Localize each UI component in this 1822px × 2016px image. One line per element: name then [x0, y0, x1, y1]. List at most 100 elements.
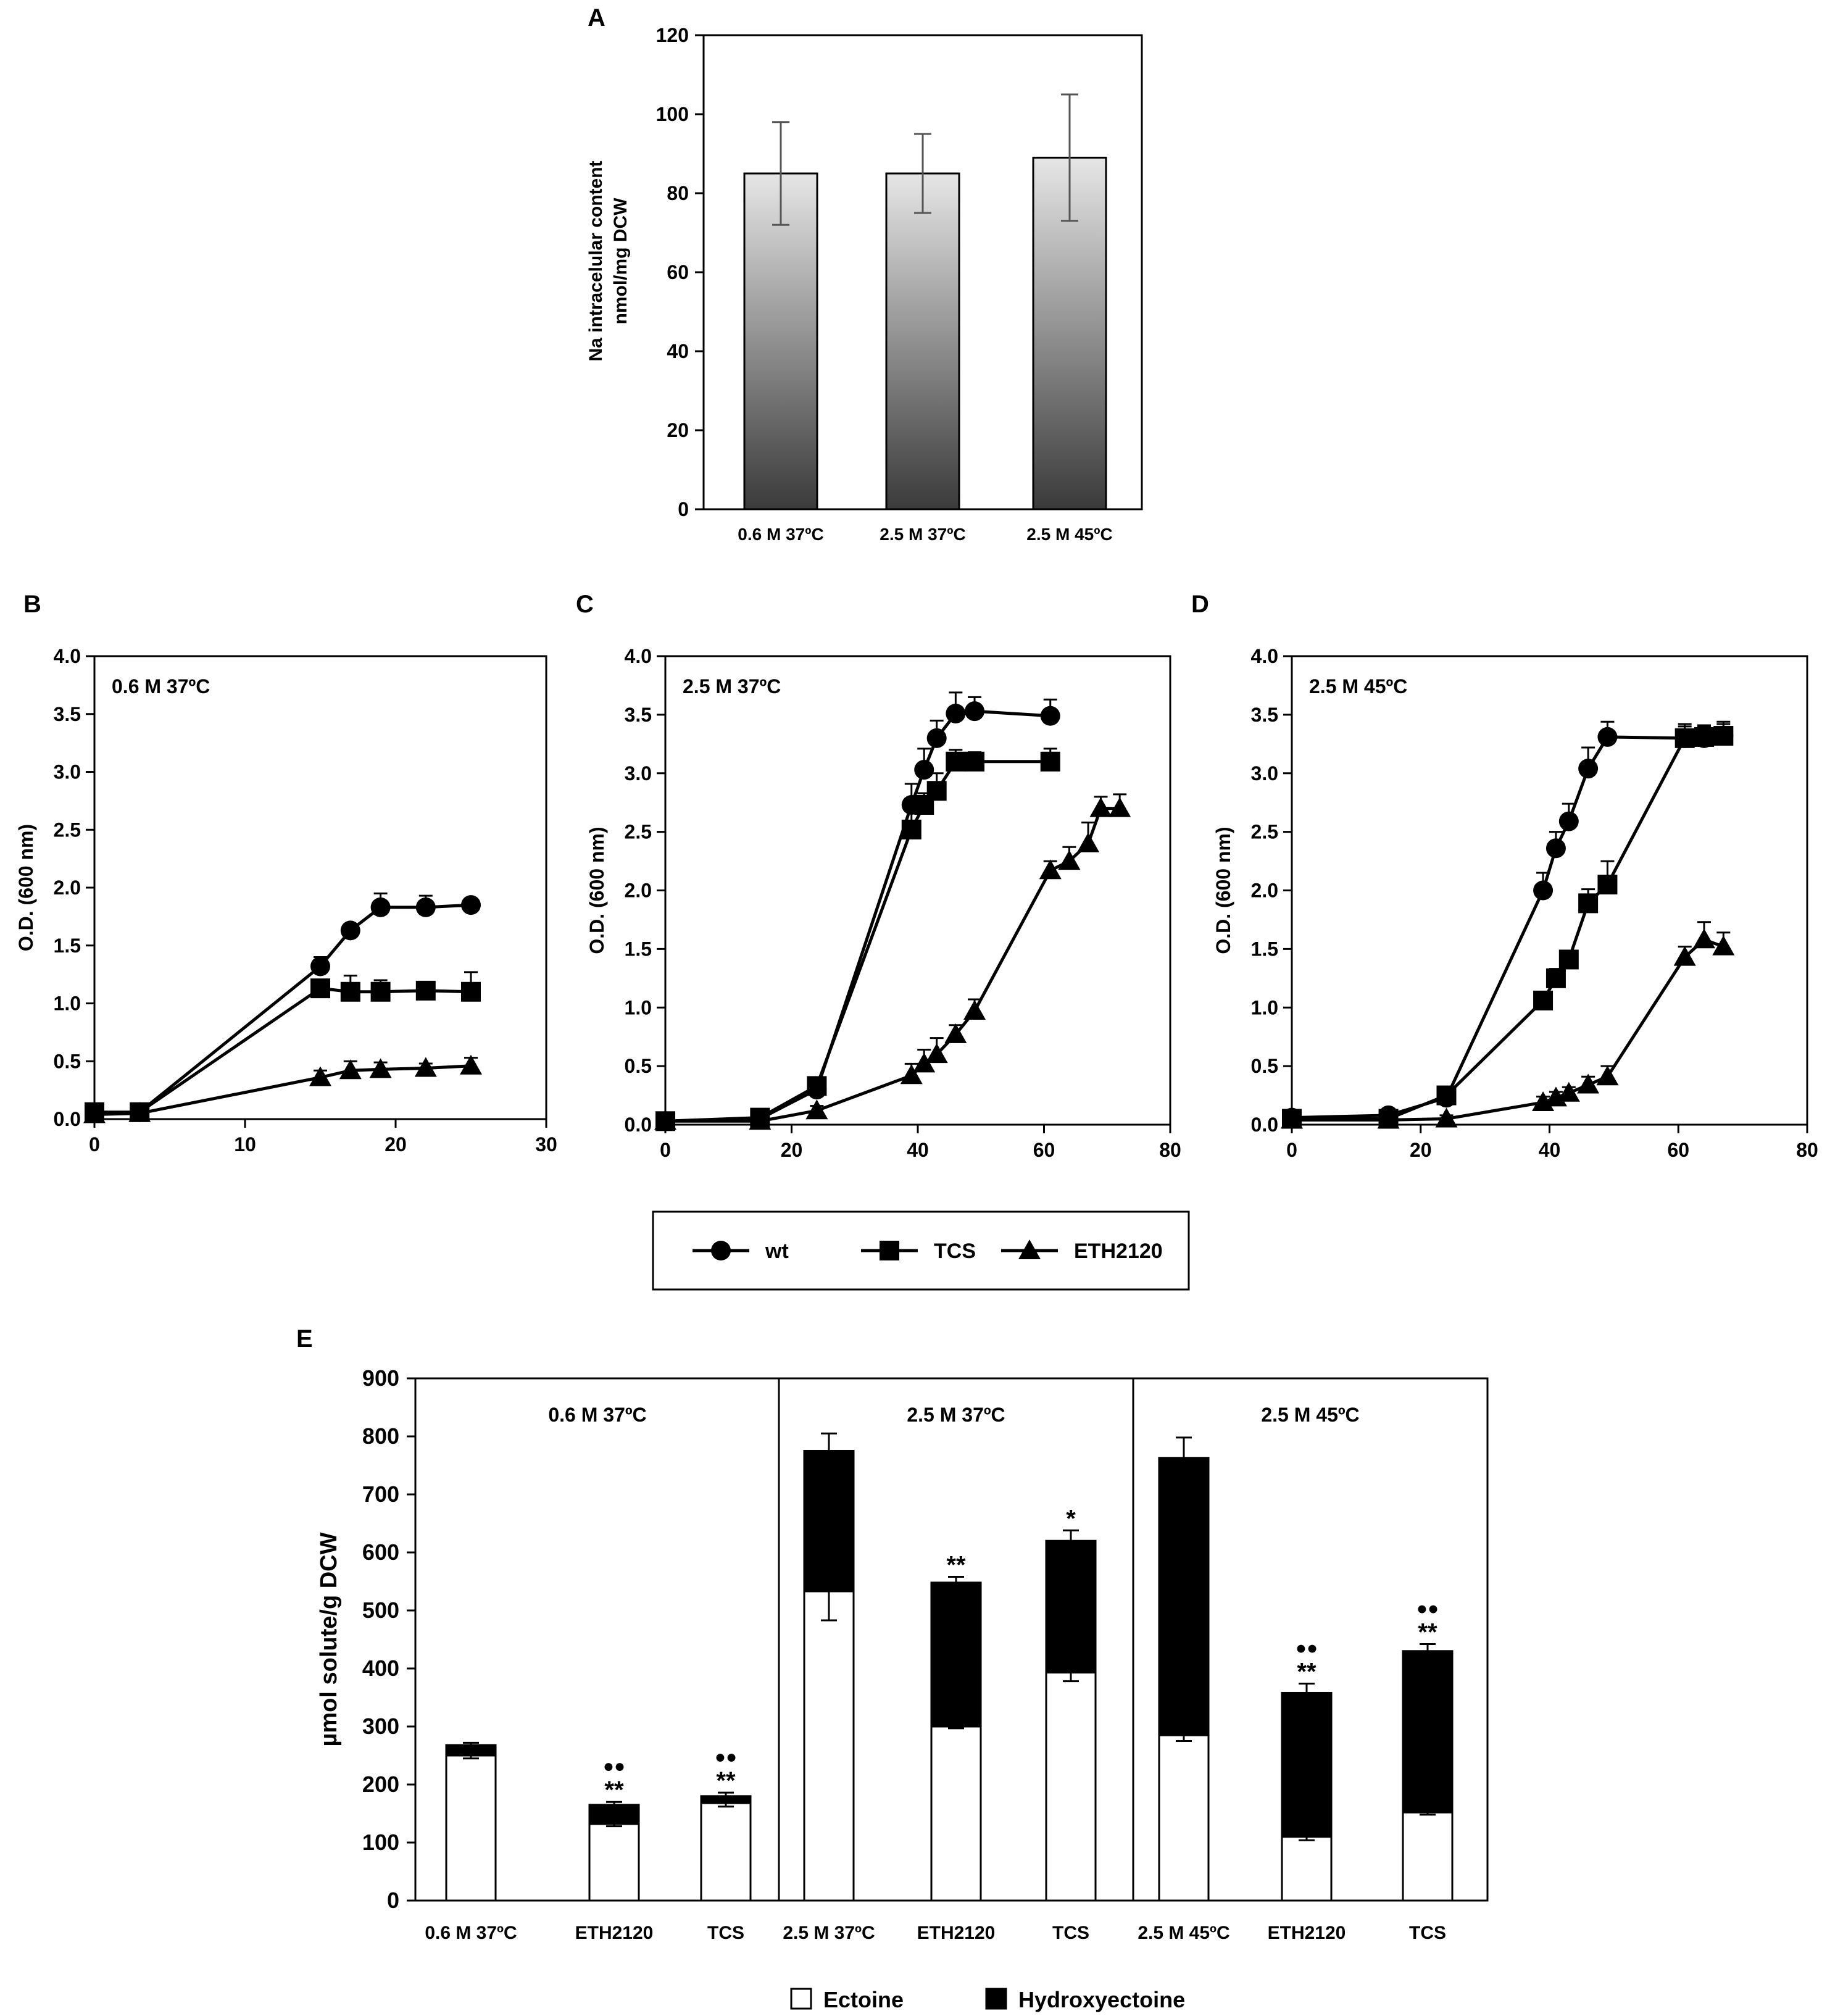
panel-b-chart: 0.0 0.5 1.0 1.5 2.0 2.5 3.0 3.5 4.0 0 10 20 30 O.D. (… — [15, 645, 557, 1156]
panel-a-ytick-label: 120 — [656, 24, 689, 46]
panel-e-bar-ectoine — [1281, 1836, 1333, 1902]
panel-e-category-label: 2.5 M 37ºC — [783, 1923, 875, 1943]
panel-e-bar-hydroxyectoine — [803, 1450, 855, 1593]
panel-e-bar-hydroxyectoine — [700, 1795, 752, 1804]
panel-c-plot-frame — [664, 655, 1171, 1126]
panel-d-ytick-label: 0.0 — [1251, 1114, 1278, 1136]
panel-c-point-eth2120 — [963, 999, 986, 1020]
legend-label-tcs: TCS — [934, 1239, 976, 1263]
panel-b-point-tcs — [415, 980, 436, 1001]
panel-d-point-tcs — [1545, 968, 1566, 988]
panel-c-xtick-label: 80 — [1159, 1139, 1181, 1161]
panel-e-ytick-label: 400 — [362, 1656, 399, 1681]
panel-a-ytick-label: 40 — [667, 340, 689, 362]
panel-e-significance-stars: ** — [716, 1767, 736, 1794]
legend-marker-eth2120 — [1018, 1239, 1041, 1259]
panel-d-point-tcs — [1694, 727, 1714, 747]
panel-c-ytick-label: 0.5 — [625, 1055, 652, 1077]
panel-b-point-wt — [415, 897, 436, 917]
panel-c-point-eth2120 — [913, 1052, 936, 1073]
panel-c-point-tcs — [965, 751, 985, 772]
panel-e-bar-ectoine — [1402, 1811, 1454, 1902]
panel-e-bar-ectoine — [803, 1590, 855, 1902]
panel-d-point-tcs — [1674, 728, 1695, 748]
panel-b-series-line-wt — [94, 903, 472, 1115]
panel-e-category-label: ETH2120 — [1268, 1923, 1346, 1943]
panel-d-ytick-label: 0.5 — [1251, 1055, 1278, 1077]
panel-c-chart: 0.0 0.5 1.0 1.5 2.0 2.5 3.0 3.5 4.0 0 20 40 60 80 O.D.… — [586, 645, 1181, 1161]
panel-b-series-line-eth2120 — [94, 1064, 472, 1116]
panel-b-point-wt — [340, 920, 360, 941]
panel-d-series-line-tcs — [1292, 734, 1724, 1121]
panel-e-ytick-label: 800 — [362, 1423, 399, 1449]
panel-a-ytick-label: 60 — [667, 261, 689, 283]
panel-e-group-title: 2.5 M 45ºC — [1261, 1404, 1359, 1426]
panel-d-series-line-wt — [1291, 734, 1724, 1120]
legend-swatch-hydroxyectoine — [985, 1988, 1007, 2010]
panel-e-category-label: TCS — [1052, 1923, 1089, 1943]
panel-e-significance-dots: ●● — [1416, 1599, 1439, 1619]
panel-d-point-wt — [1578, 759, 1599, 779]
panel-d-point-wt — [1597, 727, 1618, 747]
panel-b-point-tcs — [310, 978, 330, 999]
growth-legend-box — [652, 1210, 1190, 1291]
panel-c-point-wt — [1040, 706, 1060, 726]
panel-e-ytick-label: 100 — [362, 1830, 399, 1855]
panel-d-point-tcs — [1533, 990, 1554, 1010]
panel-d-ylabel: O.D. (600 nm) — [1212, 827, 1234, 954]
panel-b-xtick-label: 0 — [89, 1133, 100, 1156]
panel-e-significance-stars: ** — [946, 1551, 966, 1578]
panel-e-bar-ectoine — [1045, 1672, 1097, 1902]
panel-e-group-title: 2.5 M 37ºC — [907, 1404, 1005, 1426]
panel-e-category-label: ETH2120 — [575, 1923, 654, 1943]
panel-b-xtick-label: 30 — [535, 1133, 557, 1156]
panel-b-ytick-label: 2.0 — [54, 877, 81, 899]
panel-e-bar-ectoine — [930, 1725, 982, 1902]
panel-e-bar-hydroxyectoine — [1158, 1457, 1210, 1736]
panel-e-ylabel: µmol solute/g DCW — [316, 1532, 342, 1746]
panel-c-point-wt — [914, 760, 934, 780]
panel-e-ytick-label: 300 — [362, 1714, 399, 1739]
panel-b-point-wt — [370, 897, 391, 917]
panel-b-ytick-label: 1.5 — [54, 935, 81, 957]
panel-c-ytick-label: 1.5 — [625, 938, 652, 960]
panel-b-point-wt — [310, 956, 330, 977]
panel-b-ylabel: O.D. (600 nm) — [15, 824, 37, 951]
panel-a-ylabel-line2: nmol/mg DCW — [610, 198, 631, 325]
panel-e-significance-stars: ** — [1418, 1619, 1437, 1646]
panel-d-xtick-label: 20 — [1410, 1139, 1432, 1161]
panel-b-point-eth2120 — [414, 1057, 437, 1077]
panel-c-ytick-label: 2.0 — [625, 880, 652, 902]
panel-d-point-eth2120 — [1673, 946, 1696, 966]
panel-c-point-tcs — [1040, 751, 1060, 772]
panel-label-e: E — [296, 1325, 313, 1352]
panel-c-point-eth2120 — [944, 1023, 967, 1043]
panel-b-series-line-tcs — [94, 986, 472, 1114]
panel-e-category-label: 2.5 M 45ºC — [1138, 1923, 1229, 1943]
panel-e-significance-dots: ●● — [603, 1756, 625, 1776]
panel-e-bar-ectoine — [445, 1754, 497, 1902]
panel-c-series-line-tcs — [665, 760, 1050, 1123]
panel-d-chart: 0.0 0.5 1.0 1.5 2.0 2.5 3.0 3.5 4.0 0 20 40 60 80 O.D.… — [1212, 645, 1818, 1161]
panel-c-point-tcs — [807, 1076, 827, 1096]
panel-b-ytick-label: 3.0 — [54, 761, 81, 783]
panel-b-ytick-label: 3.5 — [54, 703, 81, 725]
panel-d-point-tcs — [1558, 949, 1579, 970]
panel-d-point-tcs — [1597, 875, 1618, 895]
panel-d-xtick-label: 0 — [1286, 1139, 1297, 1161]
panel-d-ytick-label: 3.0 — [1251, 762, 1278, 785]
panel-e-ytick-label: 500 — [362, 1597, 399, 1623]
panel-b-condition-label: 0.6 M 37ºC — [112, 675, 210, 698]
panel-a-category-label: 2.5 M 37ºC — [880, 525, 965, 544]
panel-e-ytick-label: 700 — [362, 1481, 399, 1507]
panel-e-bar-hydroxyectoine — [445, 1744, 497, 1757]
panel-c-xtick-label: 40 — [907, 1139, 929, 1161]
panel-d-ytick-label: 3.5 — [1251, 704, 1278, 726]
panel-c-point-eth2120 — [925, 1043, 948, 1064]
panel-d-ytick-label: 4.0 — [1251, 645, 1278, 667]
legend-label-ectoine: Ectoine — [823, 1987, 904, 2012]
panel-label-c: C — [576, 591, 594, 618]
legend-label-wt: wt — [765, 1239, 789, 1263]
